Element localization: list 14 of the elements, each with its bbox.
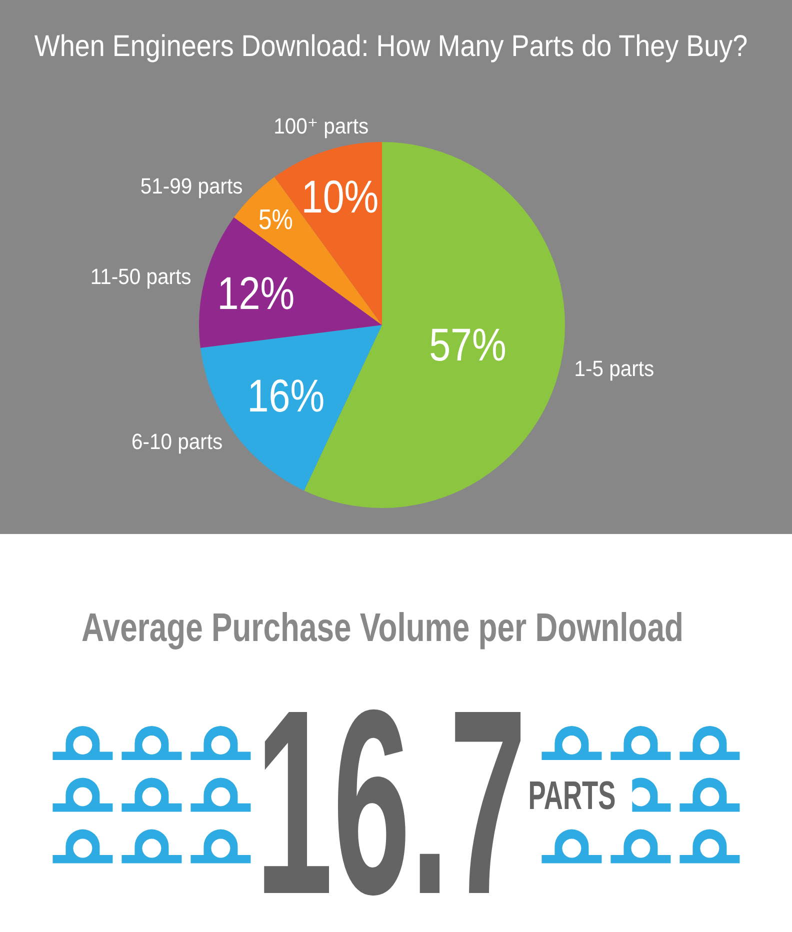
slice-label: 1-5 parts xyxy=(574,357,654,382)
slice-label: 51-99 parts xyxy=(140,174,243,199)
text: 16.7 xyxy=(255,654,527,932)
data-label: 57% xyxy=(429,320,506,370)
text: Average Purchase Volume per Download xyxy=(82,605,684,650)
slice-label: 100⁺ parts xyxy=(274,114,369,139)
slice-label: 11-50 parts xyxy=(90,265,192,290)
data-label: 5% xyxy=(258,202,293,236)
data-label: 12% xyxy=(217,268,295,319)
slice-label: 6-10 parts xyxy=(132,430,223,454)
data-label: 16% xyxy=(247,370,325,422)
data-label: 10% xyxy=(301,171,379,222)
text: PARTS xyxy=(528,774,616,818)
chart-title: When Engineers Download: How Many Parts do They Buy? xyxy=(34,30,748,64)
